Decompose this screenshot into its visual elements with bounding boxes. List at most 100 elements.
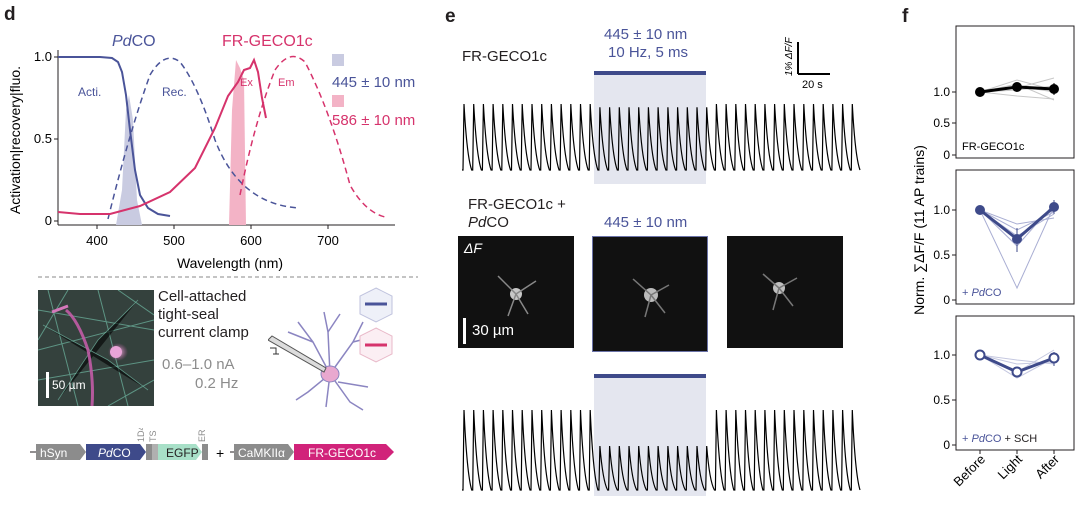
hsyn-label: hSyn: [40, 446, 67, 460]
stim-bar-top: [594, 71, 706, 75]
panel-f-letter: f: [902, 6, 909, 27]
f3-label: + PdCO + SCH: [962, 433, 1037, 445]
scale-y-label: 1% ΔF/F: [784, 37, 795, 76]
f1-before: [975, 87, 985, 97]
legend-445: 445 ± 10 nm: [332, 74, 415, 91]
clamp-line-3: current clamp: [158, 324, 249, 341]
egfp-label: EGFP: [166, 446, 199, 460]
f-subplot-1: 1.0 0.5 0 FR-GECO1c: [933, 25, 1075, 162]
rec-label: Rec.: [162, 85, 187, 99]
f3-before: [974, 349, 986, 361]
e-bottom-label-line1: FR-GECO1c +: [468, 196, 566, 213]
pdco-activation-curve: [58, 56, 171, 217]
construct-diagram: hSyn PdCO 1D4 TS EGFP ER + CaMKIIα FR-GE…: [30, 428, 394, 461]
img-scalebar-label: 30 µm: [472, 322, 514, 339]
x-axis-label: Wavelength (nm): [177, 255, 283, 271]
legend-swatch-586: [332, 95, 344, 107]
trace-top: [462, 71, 861, 184]
f2-label: + PdCO: [962, 287, 1002, 299]
frgeco-title: FR-GECO1c: [222, 33, 313, 50]
pdco-block-label: PdCO: [98, 446, 131, 460]
e-bottom-label-line2: PdCO: [468, 214, 509, 231]
camkii-label: CaMKIIα: [238, 446, 285, 460]
clamp-line-1: Cell-attached: [158, 288, 247, 305]
f1-label: FR-GECO1c: [962, 141, 1025, 153]
current-text: 0.6–1.0 nA: [162, 356, 235, 373]
svg-text:0: 0: [943, 148, 950, 162]
plus-sign: +: [216, 445, 224, 461]
freq-text: 0.2 Hz: [195, 375, 239, 392]
ytick-1: 1.0: [34, 49, 52, 64]
f2-after: [1049, 202, 1059, 212]
trace-bottom: [462, 374, 861, 496]
svg-text:1.0: 1.0: [933, 203, 950, 217]
f2-light: [1012, 234, 1022, 244]
f-xtick-light: Light: [995, 451, 1026, 482]
svg-text:0.5: 0.5: [933, 393, 950, 407]
e-img-stim-label: 445 ± 10 nm: [604, 214, 688, 231]
frgeco-block: [294, 444, 394, 460]
svg-text:0.5: 0.5: [933, 116, 950, 130]
e-stim-line2: 10 Hz, 5 ms: [608, 44, 689, 61]
neuron-schematic: [268, 287, 393, 411]
ytick-05: 0.5: [34, 131, 52, 146]
blue-band: [116, 95, 142, 225]
xtick-400: 400: [86, 233, 108, 248]
neuron-fluorescence-image: 50 µm: [38, 290, 154, 406]
tag-1d4-block: [146, 444, 152, 460]
svg-text:1.0: 1.0: [933, 348, 950, 362]
tag-er: ER: [197, 429, 207, 442]
df-image-after: [727, 236, 843, 348]
svg-text:0: 0: [943, 438, 950, 452]
hsyn-promoter: [36, 444, 86, 460]
legend-586: 586 ± 10 nm: [332, 112, 415, 129]
df-label: ΔF: [464, 240, 482, 256]
pipette: [268, 335, 327, 373]
panel-d-letter: d: [4, 4, 16, 25]
f-subplot-2: 1.0 0.5 0 + PdCO: [933, 169, 1075, 307]
tag-ts-block: [152, 444, 158, 460]
svg-text:0.5: 0.5: [933, 248, 950, 262]
tag-1d4: 1D4: [136, 428, 146, 442]
f1-light: [1012, 82, 1022, 92]
f2-before: [975, 205, 985, 215]
tag-ts: TS: [148, 430, 158, 442]
f3-light: [1011, 366, 1023, 378]
trace-scalebar: 1% ΔF/F 20 s: [784, 37, 830, 91]
bottom-trace-line: [462, 409, 861, 491]
df-image-before: ΔF 30 µm: [458, 236, 574, 348]
e-top-label: FR-GECO1c: [462, 48, 548, 65]
panel-e-letter: e: [445, 6, 456, 27]
tag-er-block: [202, 444, 208, 460]
stim-shade-bottom: [594, 378, 706, 496]
em-label: Em: [278, 77, 295, 89]
top-trace-line: [462, 103, 861, 171]
egfp-block: [158, 444, 202, 460]
f1-after: [1049, 84, 1059, 94]
stim-bar-bottom: [594, 374, 706, 378]
ex-label: Ex: [240, 77, 253, 89]
ytick-0: 0: [45, 213, 52, 228]
pdco-recovery-curve: [107, 57, 301, 220]
f-ylabel: Norm. ∑ΔF/F (11 AP trains): [911, 145, 927, 315]
pdco-block: [86, 444, 146, 460]
clamp-line-2: tight-seal: [158, 306, 219, 323]
e-stim-line1: 445 ± 10 nm: [604, 26, 688, 43]
frgeco-excitation-curve: [57, 57, 267, 215]
frgeco-emission-curve: [239, 55, 386, 218]
svg-text:1.0: 1.0: [933, 85, 950, 99]
spectra-chart: 1.0 0.5 0 400 500 600 700 Wavelength (nm…: [7, 33, 418, 278]
legend-swatch-445: [332, 54, 344, 66]
frgeco-block-label: FR-GECO1c: [308, 446, 376, 460]
acti-label: Acti.: [78, 85, 101, 99]
svg-text:0: 0: [943, 293, 950, 307]
pdco-title: PdCO: [112, 33, 156, 50]
xtick-500: 500: [163, 233, 185, 248]
f-xtick-after: After: [1032, 451, 1062, 481]
xtick-700: 700: [317, 233, 339, 248]
camkii-promoter: [234, 444, 294, 460]
fluor-scalebar-label: 50 µm: [52, 378, 86, 392]
f-xtick-before: Before: [950, 452, 988, 490]
scale-x-label: 20 s: [802, 79, 823, 91]
panel-f-chart: Norm. ∑ΔF/F (11 AP trains) 1.0 0.5 0 FR-…: [911, 25, 1075, 490]
